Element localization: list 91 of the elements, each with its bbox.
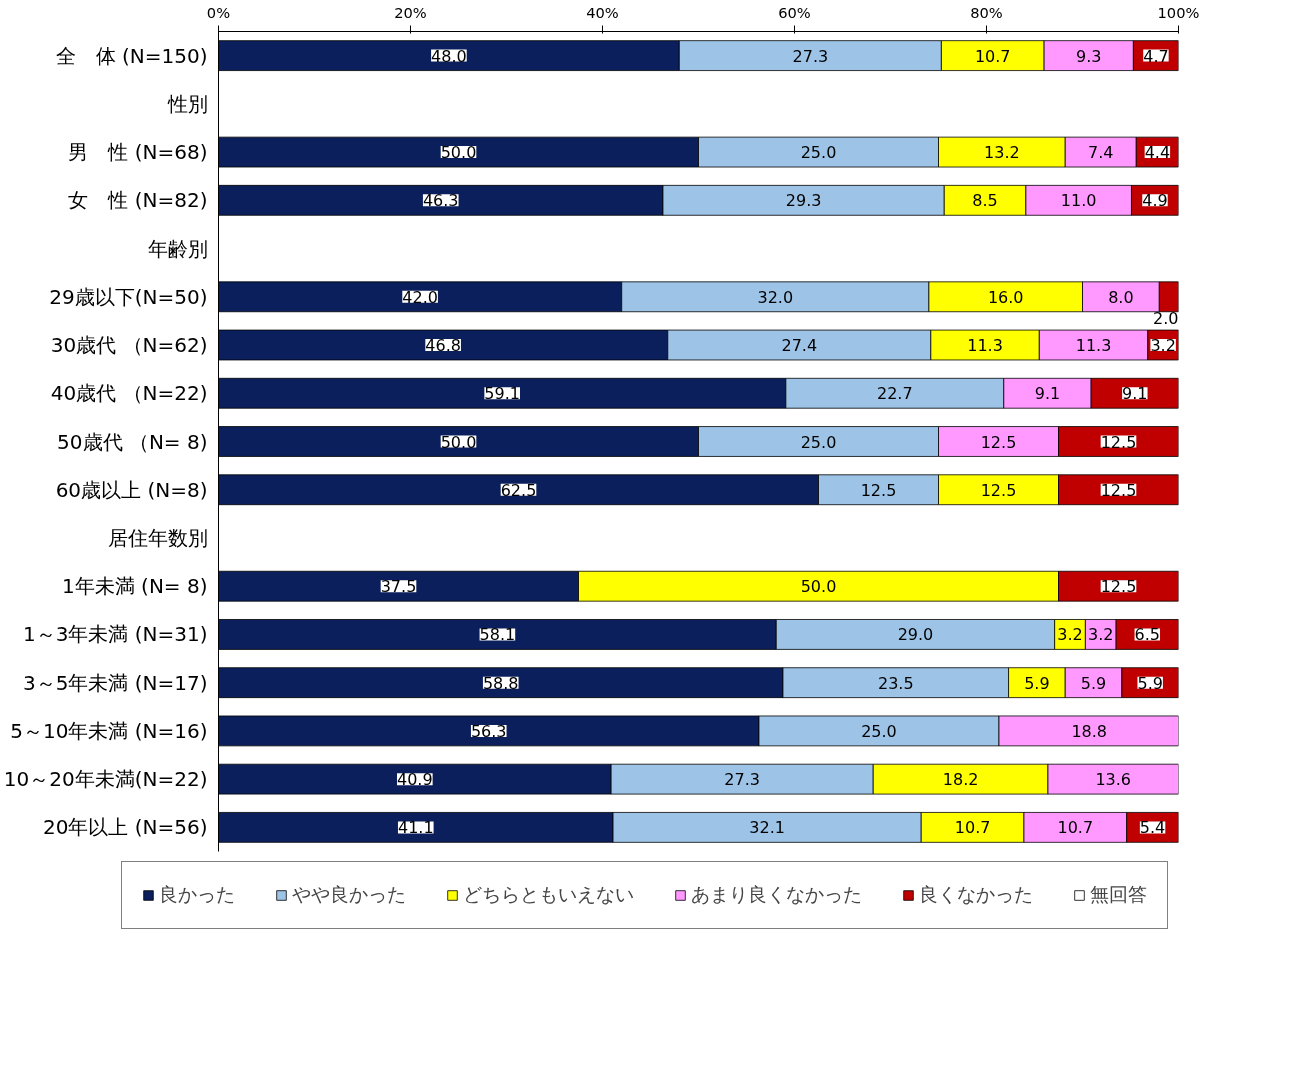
data-label: 25.0 [861, 721, 897, 741]
data-label: 8.5 [972, 191, 998, 211]
data-label: 4.9 [1142, 191, 1168, 211]
legend-label: やや良かった [292, 883, 406, 907]
data-label: 2.0 [1153, 309, 1179, 329]
data-label: 59.1 [484, 384, 520, 404]
x-tick-label: 100% [1157, 3, 1200, 21]
data-label: 12.5 [1100, 480, 1137, 500]
data-label: 11.3 [1075, 336, 1112, 356]
y-tick-label: 20年以上 (N=56) [42, 815, 208, 840]
y-tick-label: 1年未満 (N= 8) [62, 574, 208, 599]
data-label: 3.2 [1150, 336, 1176, 356]
data-label: 62.5 [500, 480, 537, 500]
data-label: 5.9 [1137, 673, 1163, 693]
y-tick-label: 30歳代 （N=62) [50, 333, 208, 358]
x-tick-label: 60% [778, 3, 811, 21]
data-label: 12.5 [1100, 432, 1137, 452]
y-tick-label: 性別 [166, 91, 208, 116]
data-label: 5.9 [1080, 673, 1107, 693]
data-label: 3.2 [1088, 625, 1114, 645]
y-tick-label: 29歳以下(N=50) [49, 284, 208, 309]
legend-label: あまり良くなかった [691, 883, 862, 907]
data-label: 58.1 [479, 625, 516, 645]
y-tick-label: 10～20年未満(N=22) [3, 767, 208, 792]
y-tick-label: 1～3年未満 (N=31) [22, 622, 208, 647]
data-label: 3.2 [1057, 625, 1083, 645]
data-label: 50.0 [440, 432, 477, 452]
data-label: 25.0 [800, 143, 837, 163]
y-tick-label: 年齢別 [147, 236, 208, 261]
data-label: 12.5 [1100, 577, 1137, 597]
data-label: 13.6 [1095, 770, 1132, 790]
data-label: 11.0 [1060, 191, 1097, 211]
y-tick-label: 全 体 (N=150) [55, 43, 208, 68]
data-label: 32.1 [749, 818, 785, 838]
data-label: 7.4 [1088, 143, 1114, 163]
data-label: 46.8 [425, 336, 461, 356]
x-tick-label: 80% [970, 3, 1003, 21]
data-label: 4.4 [1144, 143, 1171, 163]
data-label: 48.0 [431, 46, 467, 66]
data-label: 46.3 [422, 191, 459, 211]
data-label: 9.1 [1122, 384, 1148, 404]
data-label: 29.3 [785, 191, 822, 211]
legend-label: 良くなかった [919, 883, 1033, 907]
data-label: 18.8 [1071, 721, 1108, 741]
y-tick-label: 女 性 (N=82) [68, 188, 208, 213]
x-tick-label: 20% [394, 3, 427, 21]
data-label: 37.5 [380, 577, 417, 597]
y-tick-label: 40歳代 （N=22) [50, 381, 208, 406]
data-label: 40.9 [397, 770, 433, 790]
legend-label: 無回答 [1090, 883, 1147, 907]
data-label: 6.5 [1134, 625, 1161, 645]
data-label: 10.7 [954, 818, 991, 838]
data-label: 41.1 [397, 818, 434, 838]
data-label: 18.2 [942, 770, 979, 790]
legend-label: どちらともいえない [463, 883, 634, 907]
data-label: 16.0 [987, 287, 1024, 307]
data-label: 4.7 [1143, 46, 1169, 66]
data-label: 23.5 [877, 673, 914, 693]
data-label: 56.3 [470, 721, 507, 741]
data-label: 8.0 [1108, 287, 1134, 307]
data-label: 27.3 [792, 46, 829, 66]
data-label: 27.4 [781, 336, 818, 356]
data-label: 32.0 [757, 287, 794, 307]
y-tick-label: 男 性 (N=68) [68, 140, 208, 165]
data-label: 12.5 [860, 480, 897, 500]
data-label: 12.5 [980, 432, 1017, 452]
data-label: 10.7 [1057, 818, 1094, 838]
data-label: 5.4 [1139, 818, 1166, 838]
data-label: 42.0 [402, 287, 438, 307]
data-label: 29.0 [897, 625, 934, 645]
data-label: 13.2 [984, 143, 1020, 163]
y-tick-label: 居住年数別 [107, 525, 208, 550]
data-label: 25.0 [800, 432, 837, 452]
x-tick-label: 40% [586, 3, 619, 21]
data-label: 50.0 [800, 577, 837, 597]
data-label: 11.3 [967, 336, 1003, 356]
data-label: 58.8 [482, 673, 519, 693]
data-label: 22.7 [877, 384, 913, 404]
y-tick-label: 5～10年未満 (N=16) [10, 718, 208, 743]
legend-label: 良かった [159, 883, 235, 907]
data-label: 12.5 [980, 480, 1017, 500]
data-label: 10.7 [974, 46, 1011, 66]
y-tick-label: 3～5年未満 (N=17) [22, 670, 208, 695]
data-label: 9.3 [1076, 46, 1102, 66]
data-label: 9.1 [1034, 384, 1061, 404]
data-label: 27.3 [724, 770, 760, 790]
x-tick-label: 0% [206, 3, 231, 21]
y-tick-label: 60歳以上 (N=8) [55, 477, 208, 502]
data-label: 50.0 [440, 143, 477, 163]
y-tick-label: 50歳代 （N= 8) [57, 429, 208, 454]
data-label: 5.9 [1024, 673, 1050, 693]
